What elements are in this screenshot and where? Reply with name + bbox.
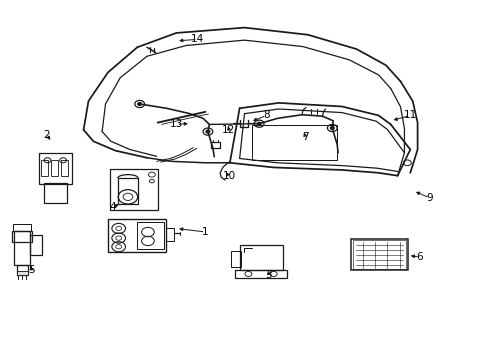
Bar (51, 160, 58, 176)
Text: 11: 11 (403, 111, 416, 121)
Circle shape (257, 122, 261, 125)
Bar (14, 231, 30, 265)
Text: 13: 13 (169, 120, 183, 129)
Text: 1: 1 (202, 227, 208, 237)
Bar (165, 228, 174, 241)
Bar (350, 239, 407, 270)
Bar (137, 222, 163, 249)
Bar (108, 219, 165, 252)
Bar (118, 178, 138, 204)
Bar (230, 251, 240, 267)
Text: 8: 8 (263, 111, 269, 121)
Circle shape (138, 103, 142, 105)
Bar (17, 271, 27, 275)
Text: 9: 9 (426, 193, 432, 203)
Bar (13, 224, 31, 230)
Bar (30, 235, 42, 255)
Text: 12: 12 (222, 125, 235, 135)
Text: 14: 14 (191, 35, 204, 44)
Bar (352, 240, 406, 269)
Bar (239, 244, 282, 270)
Text: 6: 6 (416, 252, 423, 262)
Bar (61, 160, 68, 176)
Text: 3: 3 (265, 270, 272, 280)
Bar (110, 169, 158, 211)
Text: 4: 4 (109, 202, 116, 212)
Bar (234, 270, 287, 278)
Bar (251, 125, 336, 160)
Bar (12, 230, 32, 242)
Circle shape (205, 130, 209, 133)
Bar (39, 153, 72, 184)
Bar (43, 183, 67, 203)
Bar (17, 265, 27, 275)
Text: 5: 5 (28, 265, 35, 275)
Bar (41, 160, 48, 176)
Circle shape (330, 127, 333, 130)
Text: 2: 2 (43, 130, 50, 140)
Text: 10: 10 (222, 171, 235, 181)
Text: 7: 7 (302, 132, 308, 142)
